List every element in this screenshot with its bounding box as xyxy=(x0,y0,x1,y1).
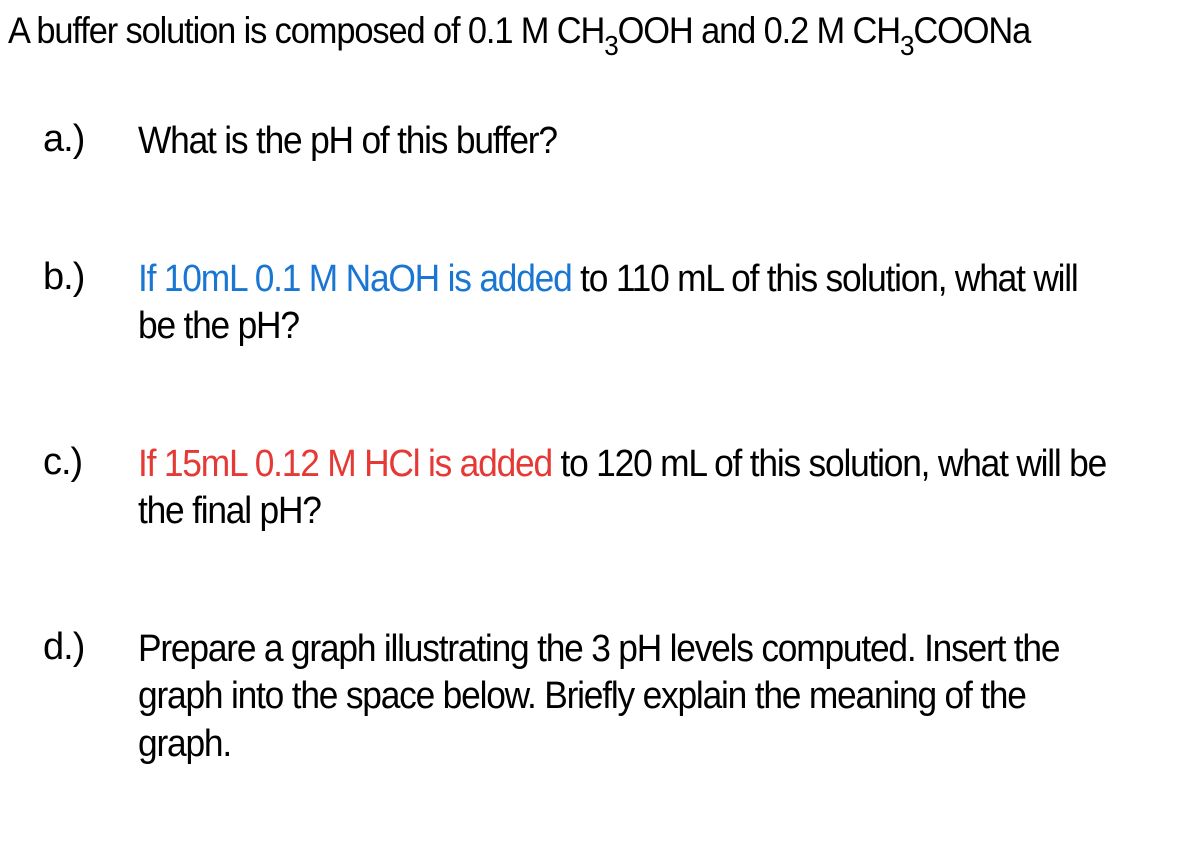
question-d-text: Prepare a graph illustrating the 3 pH le… xyxy=(138,626,1118,769)
question-a: a.) What is the pH of this buffer? xyxy=(8,118,1192,166)
question-b-highlight: If 10mL 0.1 M NaOH is added xyxy=(138,258,572,300)
question-a-label: a.) xyxy=(43,118,138,166)
question-b-text: If 10mL 0.1 M NaOH is added to 110 mL of… xyxy=(138,256,1118,351)
question-c: c.) If 15mL 0.12 M HCl is added to 120 m… xyxy=(8,441,1192,536)
intro-prefix: A buffer solution is composed of 0.1 M C… xyxy=(8,10,604,51)
question-c-text: If 15mL 0.12 M HCl is added to 120 mL of… xyxy=(138,441,1118,536)
question-c-label: c.) xyxy=(43,441,138,536)
intro-sub2: 3 xyxy=(900,30,913,61)
question-d-label: d.) xyxy=(43,626,138,769)
question-d: d.) Prepare a graph illustrating the 3 p… xyxy=(8,626,1192,769)
question-c-highlight: If 15mL 0.12 M HCl is added xyxy=(138,443,552,485)
question-b-label: b.) xyxy=(43,256,138,351)
question-b: b.) If 10mL 0.1 M NaOH is added to 110 m… xyxy=(8,256,1192,351)
intro-text: A buffer solution is composed of 0.1 M C… xyxy=(8,10,1109,58)
intro-sub1: 3 xyxy=(604,30,617,61)
question-a-text: What is the pH of this buffer? xyxy=(138,118,557,166)
intro-suffix: COONa xyxy=(913,10,1030,51)
intro-mid1: OOH and 0.2 M CH xyxy=(618,10,900,51)
